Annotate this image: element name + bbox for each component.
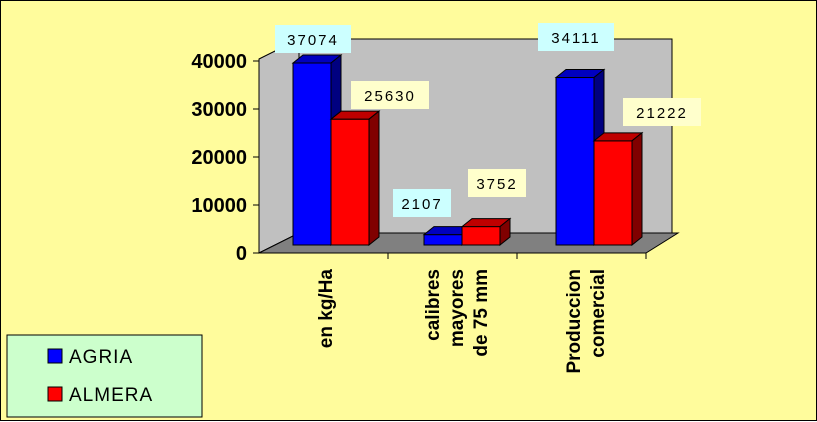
x-category-label: mayores xyxy=(447,269,468,347)
legend-swatch-almera xyxy=(47,386,63,402)
x-category-label: calibres xyxy=(423,269,444,341)
data-label: 21222 xyxy=(636,105,688,122)
data-label-box xyxy=(468,169,526,197)
data-label-box xyxy=(623,98,701,126)
data-label: 3752 xyxy=(476,176,517,193)
y-tick-label: 30000 xyxy=(191,99,247,121)
y-tick-label: 20000 xyxy=(191,147,247,169)
x-category-label: de 75 mm xyxy=(471,269,492,357)
y-tick-label: 40000 xyxy=(191,51,247,73)
bar-almera-front xyxy=(330,118,370,246)
data-label-box xyxy=(275,25,351,53)
data-label: 34111 xyxy=(551,30,601,47)
y-tick-label: 10000 xyxy=(191,195,247,217)
bar-agria-front xyxy=(555,77,595,246)
bar-agria-front xyxy=(423,234,463,246)
bar-almera-front xyxy=(461,226,501,246)
data-label-box xyxy=(351,81,429,109)
data-label: 37074 xyxy=(287,32,339,49)
bar-almera-side xyxy=(631,131,643,247)
legend-label-almera: ALMERA xyxy=(69,385,153,406)
x-category-label: comercial xyxy=(588,269,609,358)
x-category-label: Produccion xyxy=(564,269,585,374)
legend-swatch-agria xyxy=(47,348,63,364)
bar-agria-front xyxy=(292,62,332,246)
y-tick-label: 0 xyxy=(236,243,247,265)
data-label-box xyxy=(393,189,451,217)
data-label: 2107 xyxy=(401,196,442,213)
bar-almera-side xyxy=(499,217,511,247)
legend-box xyxy=(6,334,203,418)
bar-almera-side xyxy=(368,110,380,247)
bar-almera-front xyxy=(593,140,633,246)
data-label: 25630 xyxy=(364,88,416,105)
data-label-box xyxy=(538,23,614,51)
x-category-label: en kg/Ha xyxy=(316,269,337,349)
legend-label-agria: AGRIA xyxy=(69,347,133,368)
